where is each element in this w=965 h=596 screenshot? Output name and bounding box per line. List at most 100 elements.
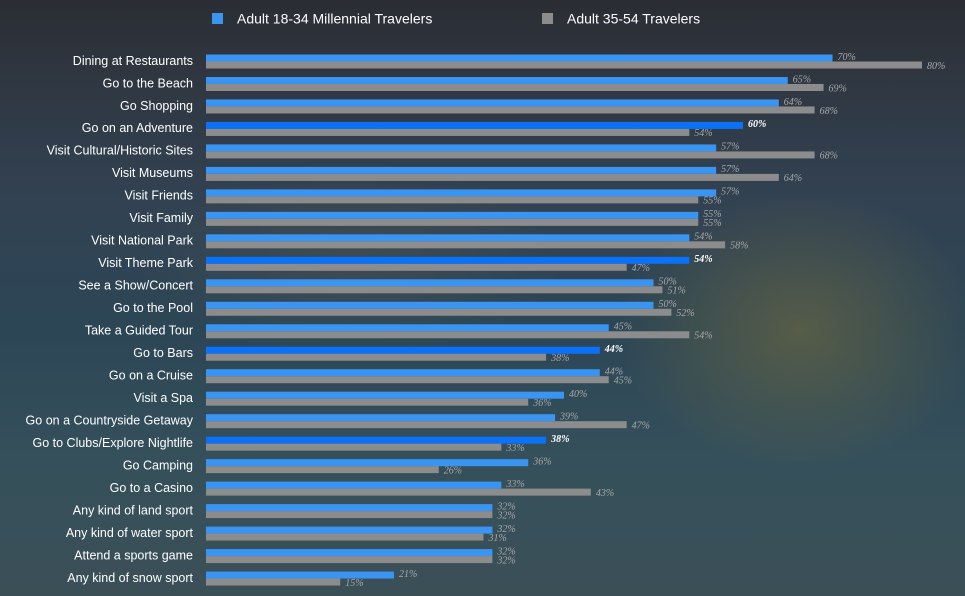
value-label: 57% xyxy=(721,164,739,175)
category-label: Visit Friends xyxy=(124,189,193,203)
value-label: 55% xyxy=(703,196,721,207)
bar xyxy=(206,241,726,249)
value-label: 54% xyxy=(694,331,712,342)
bar xyxy=(206,436,547,444)
value-label: 39% xyxy=(559,411,578,422)
value-label: 21% xyxy=(399,569,417,580)
bar xyxy=(206,331,690,339)
value-label: 54% xyxy=(694,254,712,265)
value-label: 57% xyxy=(721,142,739,153)
value-label: 54% xyxy=(694,232,712,243)
category-label: Go Camping xyxy=(123,458,193,472)
bar xyxy=(206,488,591,496)
bar xyxy=(206,346,600,354)
category-label: Visit Cultural/Historic Sites xyxy=(47,144,193,158)
bar xyxy=(206,83,824,91)
value-label: 32% xyxy=(496,524,515,535)
bar xyxy=(206,526,493,534)
bar xyxy=(206,578,341,586)
category-label: Attend a sports game xyxy=(74,548,193,562)
value-label: 45% xyxy=(614,376,632,387)
category-label: Visit Museums xyxy=(112,166,193,180)
bar xyxy=(206,218,699,226)
legend-swatch xyxy=(542,13,553,24)
value-label: 38% xyxy=(550,434,569,445)
category-label: Go to Clubs/Explore Nightlife xyxy=(33,436,194,450)
value-label: 31% xyxy=(487,533,506,544)
value-label: 69% xyxy=(829,83,847,94)
bar xyxy=(206,54,833,62)
value-label: 64% xyxy=(784,97,802,108)
category-label: Visit a Spa xyxy=(133,391,193,405)
value-label: 45% xyxy=(614,322,632,333)
bar xyxy=(206,301,654,309)
category-label: Visit Family xyxy=(129,211,193,225)
value-label: 55% xyxy=(703,218,721,229)
category-label: Any kind of water sport xyxy=(66,526,194,540)
bar xyxy=(206,99,779,107)
bar xyxy=(206,106,815,114)
value-label: 55% xyxy=(703,209,721,220)
bar xyxy=(206,76,788,84)
bar xyxy=(206,256,690,264)
category-label: Go on a Countryside Getaway xyxy=(26,413,194,427)
value-label: 50% xyxy=(659,277,677,288)
value-label: 44% xyxy=(605,367,623,378)
bar xyxy=(206,234,690,242)
value-label: 26% xyxy=(444,465,462,476)
bar xyxy=(206,511,493,519)
value-label: 47% xyxy=(632,263,650,274)
category-label: Visit National Park xyxy=(91,234,194,248)
bar xyxy=(206,144,717,152)
value-label: 33% xyxy=(505,443,524,454)
value-label: 38% xyxy=(550,353,569,364)
category-label: Go to the Pool xyxy=(113,301,193,315)
value-label: 51% xyxy=(667,286,685,297)
bar xyxy=(206,421,627,429)
category-label: Go on an Adventure xyxy=(82,121,193,135)
value-label: 32% xyxy=(496,510,515,521)
category-label: Go on a Cruise xyxy=(109,369,193,383)
value-label: 32% xyxy=(496,546,515,557)
value-label: 52% xyxy=(676,308,694,319)
bar xyxy=(206,324,609,332)
bar xyxy=(206,369,600,377)
bar xyxy=(206,308,672,316)
value-label: 65% xyxy=(793,74,811,85)
value-label: 68% xyxy=(820,106,838,117)
category-label: Any kind of snow sport xyxy=(67,571,193,585)
value-label: 80% xyxy=(927,61,945,72)
bar xyxy=(206,286,663,294)
legend-label: Adult 35-54 Travelers xyxy=(567,11,700,27)
legend-swatch xyxy=(212,13,223,24)
bar xyxy=(206,443,502,451)
value-label: 43% xyxy=(596,488,614,499)
bar xyxy=(206,279,654,287)
bar xyxy=(206,571,394,579)
bar xyxy=(206,211,699,219)
value-label: 58% xyxy=(730,241,748,252)
value-label: 15% xyxy=(345,578,363,589)
bar xyxy=(206,166,717,174)
bar xyxy=(206,353,547,361)
value-label: 50% xyxy=(659,299,677,310)
category-label: Go to a Casino xyxy=(110,481,193,495)
bar xyxy=(206,151,815,159)
value-label: 36% xyxy=(532,456,551,467)
value-label: 44% xyxy=(604,344,623,355)
category-label: Take a Guided Tour xyxy=(85,324,193,338)
bar xyxy=(206,128,690,136)
bar xyxy=(206,533,484,541)
bar xyxy=(206,481,502,489)
bar xyxy=(206,121,743,129)
value-label: 33% xyxy=(505,479,524,490)
value-label: 68% xyxy=(820,151,838,162)
bar xyxy=(206,263,627,271)
category-label: Visit Theme Park xyxy=(98,256,193,270)
bar xyxy=(206,189,717,197)
bar xyxy=(206,504,493,512)
value-label: 32% xyxy=(496,501,515,512)
bar xyxy=(206,466,439,474)
